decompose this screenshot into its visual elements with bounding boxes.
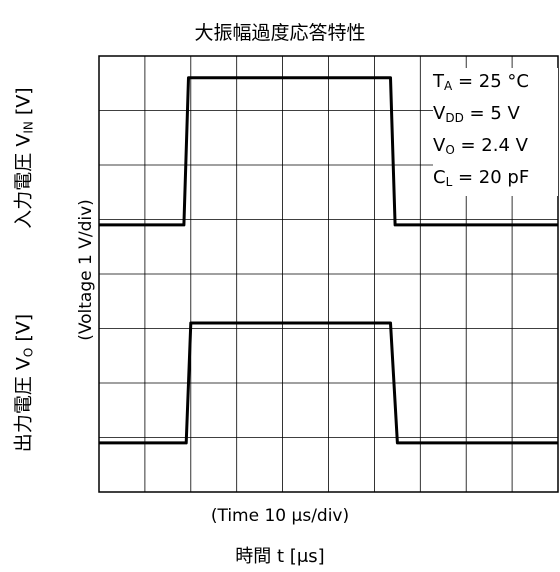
condition-vdd: VDD = 5 V xyxy=(433,100,558,132)
condition-vdd-prefix: V xyxy=(433,103,446,124)
condition-cl-sub: L xyxy=(445,175,453,189)
chart-title: 大振幅過度応答特性 xyxy=(194,22,366,44)
condition-vdd-suffix: = 5 V xyxy=(463,103,520,124)
condition-ta-suffix: = 25 °C xyxy=(452,71,529,92)
conditions-box: TA = 25 °C VDD = 5 V VO = 2.4 V CL = 20 … xyxy=(433,68,558,196)
input-waveform-trace xyxy=(99,76,558,227)
time-scale-label: (Time 10 μs/div) xyxy=(210,506,350,526)
plot-traces xyxy=(99,76,558,445)
condition-cl-suffix: = 20 pF xyxy=(452,167,530,188)
condition-vo-sub: O xyxy=(445,143,455,157)
time-axis-label: 時間 t [μs] xyxy=(235,546,325,567)
condition-cl: CL = 20 pF xyxy=(433,164,558,196)
condition-ta-sub: A xyxy=(444,79,453,93)
condition-ta-prefix: T xyxy=(433,71,444,92)
condition-ta: TA = 25 °C xyxy=(433,68,558,100)
condition-vdd-sub: DD xyxy=(445,111,464,125)
output-waveform-trace xyxy=(99,321,558,445)
condition-vo-suffix: = 2.4 V xyxy=(454,135,528,156)
condition-vo-prefix: V xyxy=(433,135,446,156)
condition-vo: VO = 2.4 V xyxy=(433,132,558,164)
condition-cl-prefix: C xyxy=(433,167,446,188)
plot-frame xyxy=(98,55,559,493)
